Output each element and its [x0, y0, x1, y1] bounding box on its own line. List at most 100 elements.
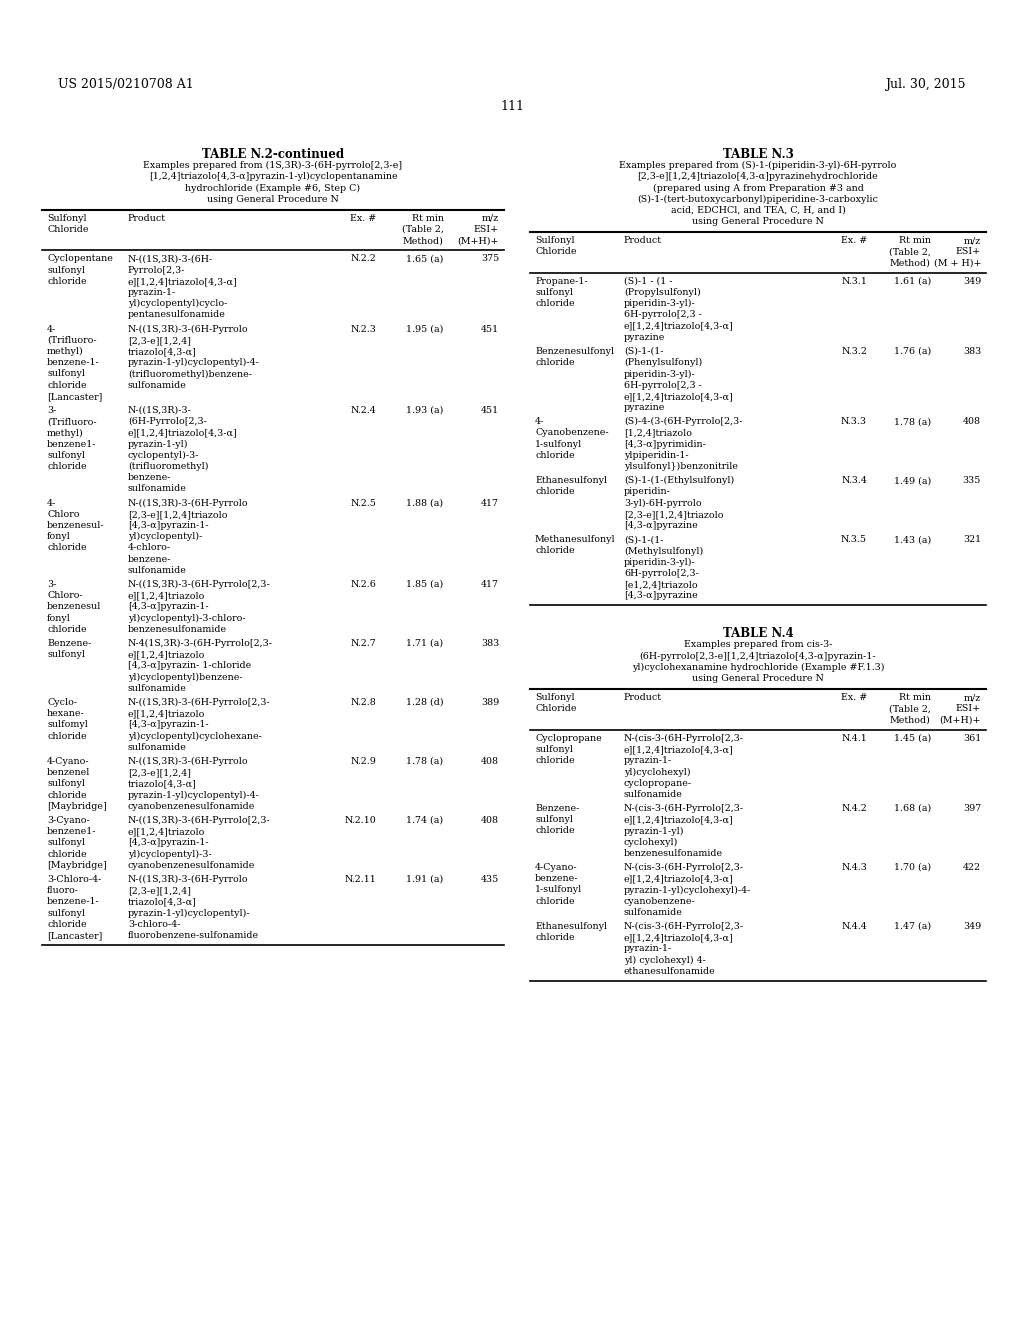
Text: sulfonamide: sulfonamide — [128, 743, 186, 752]
Text: pyrazin-1-yl)cyclopentyl)-: pyrazin-1-yl)cyclopentyl)- — [128, 908, 251, 917]
Text: Cyclopentane: Cyclopentane — [47, 255, 113, 264]
Text: 3-: 3- — [47, 407, 56, 414]
Text: N-((1S,3R)-3-(6H-Pyrrolo: N-((1S,3R)-3-(6H-Pyrrolo — [128, 875, 249, 884]
Text: yl)cyclopentyl)-: yl)cyclopentyl)- — [128, 532, 202, 541]
Text: N.2.4: N.2.4 — [351, 407, 377, 414]
Text: 375: 375 — [480, 255, 499, 264]
Text: N-4(1S,3R)-3-(6H-Pyrrolo[2,3-: N-4(1S,3R)-3-(6H-Pyrrolo[2,3- — [128, 639, 272, 648]
Text: benzenesulfonamide: benzenesulfonamide — [624, 849, 723, 858]
Text: cyanobenzene-: cyanobenzene- — [624, 896, 695, 906]
Text: N.3.3: N.3.3 — [841, 417, 867, 426]
Text: TABLE N.3: TABLE N.3 — [723, 148, 794, 161]
Text: Ethanesulfonyl: Ethanesulfonyl — [535, 921, 607, 931]
Text: chloride: chloride — [535, 896, 574, 906]
Text: 1.49 (a): 1.49 (a) — [894, 477, 931, 486]
Text: (6H-Pyrrolo[2,3-: (6H-Pyrrolo[2,3- — [128, 417, 207, 426]
Text: [4,3-α]pyrazin- 1-chloride: [4,3-α]pyrazin- 1-chloride — [128, 661, 251, 671]
Text: N-(cis-3-(6H-Pyrrolo[2,3-: N-(cis-3-(6H-Pyrrolo[2,3- — [624, 804, 744, 813]
Text: pyrazin-1-yl): pyrazin-1-yl) — [624, 826, 684, 836]
Text: yl)cyclopentyl)cyclohexane-: yl)cyclopentyl)cyclohexane- — [128, 731, 262, 741]
Text: 1.45 (a): 1.45 (a) — [894, 734, 931, 743]
Text: chloride: chloride — [47, 462, 87, 471]
Text: Chloride: Chloride — [535, 247, 577, 256]
Text: Jul. 30, 2015: Jul. 30, 2015 — [886, 78, 966, 91]
Text: 4-Cyano-: 4-Cyano- — [47, 756, 90, 766]
Text: e][1,2,4]triazolo[4,3-α]: e][1,2,4]triazolo[4,3-α] — [624, 322, 733, 330]
Text: Cyanobenzene-: Cyanobenzene- — [535, 429, 608, 437]
Text: N.2.10: N.2.10 — [345, 816, 377, 825]
Text: (Phenylsulfonyl): (Phenylsulfonyl) — [624, 358, 702, 367]
Text: N-((1S,3R)-3-(6H-Pyrrolo[2,3-: N-((1S,3R)-3-(6H-Pyrrolo[2,3- — [128, 816, 270, 825]
Text: 1.74 (a): 1.74 (a) — [407, 816, 443, 825]
Text: (M+H)+: (M+H)+ — [939, 715, 981, 725]
Text: yl) cyclohexyl) 4-: yl) cyclohexyl) 4- — [624, 956, 706, 965]
Text: N-((1S,3R)-3-: N-((1S,3R)-3- — [128, 407, 191, 414]
Text: chloride: chloride — [535, 756, 574, 766]
Text: 3-Chloro-4-: 3-Chloro-4- — [47, 875, 101, 884]
Text: fluoro-: fluoro- — [47, 886, 79, 895]
Text: US 2015/0210708 A1: US 2015/0210708 A1 — [58, 78, 194, 91]
Text: 1.76 (a): 1.76 (a) — [894, 347, 931, 356]
Text: ethanesulfonamide: ethanesulfonamide — [624, 966, 716, 975]
Text: pyrazin-1-yl)cyclopentyl)-4-: pyrazin-1-yl)cyclopentyl)-4- — [128, 358, 260, 367]
Text: 451: 451 — [481, 325, 499, 334]
Text: Sulfonyl: Sulfonyl — [535, 693, 574, 702]
Text: (M+H)+: (M+H)+ — [458, 236, 499, 246]
Text: chloride: chloride — [535, 826, 574, 836]
Text: e][1,2,4]triazolo[4,3-α]: e][1,2,4]triazolo[4,3-α] — [624, 392, 733, 401]
Text: chloride: chloride — [535, 487, 574, 496]
Text: (S)-1-(tert-butoxycarbonyl)piperidine-3-carboxylic: (S)-1-(tert-butoxycarbonyl)piperidine-3-… — [638, 194, 879, 203]
Text: Cyclo-: Cyclo- — [47, 698, 77, 708]
Text: 111: 111 — [500, 100, 524, 114]
Text: N-((1S,3R)-3-(6H-Pyrrolo[2,3-: N-((1S,3R)-3-(6H-Pyrrolo[2,3- — [128, 579, 270, 589]
Text: (S)-1-(1-: (S)-1-(1- — [624, 535, 664, 544]
Text: e][1,2,4]triazolo[4,3-α]: e][1,2,4]triazolo[4,3-α] — [128, 429, 238, 437]
Text: benzene-: benzene- — [128, 554, 171, 564]
Text: N.2.5: N.2.5 — [350, 499, 377, 508]
Text: (trifluoromethyl): (trifluoromethyl) — [128, 462, 208, 471]
Text: 3-yl)-6H-pyrrolo: 3-yl)-6H-pyrrolo — [624, 499, 701, 508]
Text: sulfonyl: sulfonyl — [535, 744, 573, 754]
Text: Chloro-: Chloro- — [47, 591, 83, 601]
Text: benzene1-: benzene1- — [47, 828, 96, 836]
Text: N-((1S,3R)-3-(6H-Pyrrolo: N-((1S,3R)-3-(6H-Pyrrolo — [128, 499, 249, 508]
Text: (S)-4-(3-(6H-Pyrrolo[2,3-: (S)-4-(3-(6H-Pyrrolo[2,3- — [624, 417, 742, 426]
Text: ylsulfonyl})benzonitrile: ylsulfonyl})benzonitrile — [624, 462, 738, 471]
Text: Methanesulfonyl: Methanesulfonyl — [535, 535, 615, 544]
Text: Rt min: Rt min — [412, 214, 443, 223]
Text: chloride: chloride — [47, 624, 87, 634]
Text: fluorobenzene-sulfonamide: fluorobenzene-sulfonamide — [128, 931, 259, 940]
Text: benzene-: benzene- — [128, 473, 171, 482]
Text: methyl): methyl) — [47, 347, 84, 356]
Text: 1.91 (a): 1.91 (a) — [407, 875, 443, 884]
Text: chloride: chloride — [47, 380, 87, 389]
Text: e][1,2,4]triazolo: e][1,2,4]triazolo — [128, 709, 205, 718]
Text: cyanobenzenesulfonamide: cyanobenzenesulfonamide — [128, 801, 255, 810]
Text: Product: Product — [624, 236, 662, 246]
Text: benzene-1-: benzene-1- — [47, 358, 99, 367]
Text: 1.28 (d): 1.28 (d) — [406, 698, 443, 708]
Text: e][1,2,4]triazolo: e][1,2,4]triazolo — [128, 651, 205, 659]
Text: Benzene-: Benzene- — [535, 804, 580, 813]
Text: yl)cyclohexanamine hydrochloride (Example #F.1.3): yl)cyclohexanamine hydrochloride (Exampl… — [632, 663, 885, 672]
Text: sulfonamide: sulfonamide — [128, 380, 186, 389]
Text: cyanobenzenesulfonamide: cyanobenzenesulfonamide — [128, 861, 255, 870]
Text: sulfonyl: sulfonyl — [47, 370, 85, 379]
Text: m/z: m/z — [964, 693, 981, 702]
Text: Chloride: Chloride — [47, 224, 88, 234]
Text: 4-: 4- — [47, 325, 56, 334]
Text: using General Procedure N: using General Procedure N — [207, 194, 339, 203]
Text: 1.88 (a): 1.88 (a) — [407, 499, 443, 508]
Text: sulfonyl: sulfonyl — [47, 451, 85, 459]
Text: [2,3-e][1,2,4]: [2,3-e][1,2,4] — [128, 335, 190, 345]
Text: 451: 451 — [481, 407, 499, 414]
Text: [Maybridge]: [Maybridge] — [47, 801, 106, 810]
Text: (M + H)+: (M + H)+ — [934, 259, 981, 268]
Text: 408: 408 — [963, 417, 981, 426]
Text: sulfonyl: sulfonyl — [47, 838, 85, 847]
Text: N-((1S,3R)-3-(6H-: N-((1S,3R)-3-(6H- — [128, 255, 213, 264]
Text: cyclopentyl)-3-: cyclopentyl)-3- — [128, 451, 200, 459]
Text: 417: 417 — [481, 579, 499, 589]
Text: 349: 349 — [963, 921, 981, 931]
Text: 3-Cyano-: 3-Cyano- — [47, 816, 90, 825]
